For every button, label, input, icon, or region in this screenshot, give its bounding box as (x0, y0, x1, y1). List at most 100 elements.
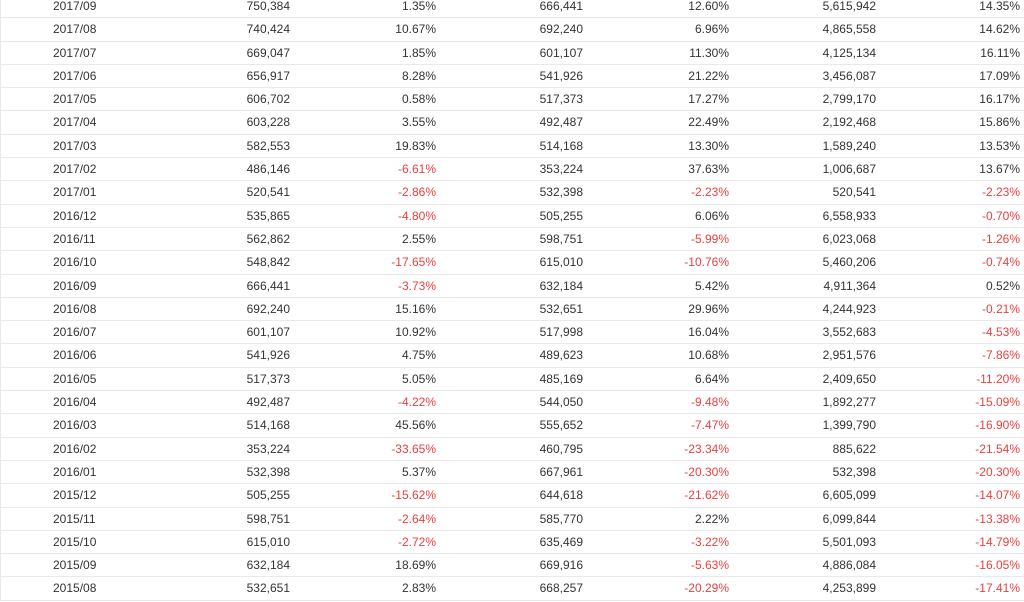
table-row: 2016/06 541,926 4.75% 489,623 10.68% 2,951,57… (0, 344, 1024, 368)
month-cell: 2016/05 (53, 371, 97, 386)
table-row: 2017/09 750,384 1.35% 666,441 12.60% 5,615,94… (0, 0, 1024, 19)
change-b-cell: 17.27% (688, 92, 729, 107)
value-a-cell: 535,865 (246, 208, 290, 223)
change-b-cell: 37.63% (688, 162, 729, 177)
cumulative-change-cell: -21.54% (975, 441, 1020, 456)
change-b-cell: 11.30% (689, 45, 729, 60)
month-cell: 2017/04 (53, 115, 97, 130)
cumulative-change-cell: 13.67% (979, 162, 1020, 177)
value-b-cell: 460,795 (539, 441, 583, 456)
value-a-cell: 520,541 (246, 185, 290, 200)
table-row: 2017/06 656,917 8.28% 541,926 21.22% 3,456,08… (0, 64, 1024, 89)
value-b-cell: 598,751 (539, 231, 583, 246)
change-b-cell: -20.29% (684, 581, 729, 596)
change-a-cell: -4.22% (397, 395, 436, 410)
value-a-cell: 669,047 (246, 45, 290, 60)
cumulative-change-cell: -1.26% (981, 231, 1020, 246)
cumulative-cell: 1,006,687 (822, 162, 876, 177)
change-a-cell: 10.92% (395, 325, 436, 340)
value-b-cell: 517,998 (539, 325, 583, 340)
cumulative-cell: 1,589,240 (822, 138, 876, 153)
month-cell: 2016/11 (53, 231, 96, 246)
value-a-cell: 740,424 (246, 22, 290, 37)
cumulative-change-cell: -0.70% (981, 208, 1020, 223)
cumulative-change-cell: 14.62% (979, 22, 1020, 37)
value-a-cell: 601,107 (246, 325, 290, 340)
change-b-cell: -9.48% (690, 395, 729, 410)
month-cell: 2015/12 (53, 488, 97, 503)
cumulative-change-cell: 15.86% (979, 115, 1020, 130)
value-b-cell: 505,255 (539, 208, 583, 223)
change-a-cell: 8.28% (401, 68, 436, 83)
change-b-cell: -3.22% (690, 534, 729, 549)
change-b-cell: -20.30% (684, 464, 729, 479)
cumulative-cell: 5,615,942 (822, 0, 876, 13)
month-cell: 2017/01 (53, 185, 97, 200)
value-b-cell: 666,441 (539, 0, 583, 13)
table-row: 2017/02 486,146 -6.61% 353,224 37.63% 1,006,6… (0, 158, 1024, 182)
cumulative-change-cell: -16.90% (975, 418, 1020, 433)
cumulative-cell: 520,541 (832, 185, 876, 200)
value-a-cell: 532,398 (246, 464, 290, 479)
cumulative-cell: 2,951,576 (822, 348, 876, 363)
table-row: 2016/09 666,441 -3.73% 632,184 5.42% 4,911,36… (0, 274, 1024, 298)
value-a-cell: 692,240 (246, 301, 290, 316)
table-row: 2017/03 582,553 19.83% 514,168 13.30% 1,589,2… (0, 134, 1024, 159)
value-b-cell: 601,107 (539, 45, 583, 60)
change-b-cell: 10.68% (688, 348, 729, 363)
table-row: 2015/10 615,010 -2.72% 635,469 -3.22% 5,501,0… (0, 530, 1024, 555)
month-cell: 2017/02 (53, 162, 97, 177)
cumulative-cell: 4,865,558 (822, 22, 876, 37)
cumulative-change-cell: -7.86% (981, 348, 1020, 363)
change-a-cell: 3.55% (401, 115, 436, 130)
cumulative-cell: 885,622 (832, 441, 876, 456)
value-a-cell: 632,184 (246, 558, 290, 573)
cumulative-cell: 6,605,099 (822, 488, 876, 503)
value-b-cell: 489,623 (539, 348, 583, 363)
table-row: 2016/07 601,107 10.92% 517,998 16.04% 3,552,6… (0, 321, 1024, 345)
table-row: 2016/04 492,487 -4.22% 544,050 -9.48% 1,892,2… (0, 391, 1024, 415)
value-a-cell: 532,651 (246, 581, 290, 596)
value-b-cell: 667,961 (539, 464, 583, 479)
cumulative-cell: 2,409,650 (822, 371, 876, 386)
cumulative-cell: 1,892,277 (822, 395, 876, 410)
cumulative-change-cell: -11.20% (976, 371, 1020, 386)
value-a-cell: 666,441 (246, 278, 290, 293)
cumulative-cell: 5,460,206 (822, 255, 876, 270)
change-a-cell: -2.64% (397, 511, 436, 526)
value-b-cell: 485,169 (539, 371, 583, 386)
table-row: 2017/01 520,541 -2.86% 532,398 -2.23% 520,541… (0, 181, 1024, 205)
month-cell: 2017/07 (53, 45, 97, 60)
change-a-cell: -2.86% (397, 185, 436, 200)
table-row: 2016/12 535,865 -4.80% 505,255 6.06% 6,558,93… (0, 204, 1024, 228)
cumulative-cell: 4,911,364 (823, 278, 877, 293)
value-b-cell: 492,487 (539, 115, 583, 130)
value-b-cell: 532,398 (539, 185, 583, 200)
month-cell: 2015/10 (53, 534, 97, 549)
cumulative-cell: 6,023,068 (822, 231, 876, 246)
value-a-cell: 486,146 (246, 162, 290, 177)
cumulative-cell: 3,456,087 (822, 68, 876, 83)
change-b-cell: -10.76% (684, 255, 729, 270)
change-a-cell: 2.55% (401, 231, 436, 246)
month-cell: 2015/11 (53, 511, 96, 526)
month-cell: 2016/01 (53, 464, 97, 479)
change-a-cell: -15.62% (391, 488, 436, 503)
change-b-cell: 22.49% (688, 115, 729, 130)
value-b-cell: 692,240 (539, 22, 583, 37)
change-a-cell: 15.16% (395, 301, 436, 316)
change-b-cell: 2.22% (694, 511, 729, 526)
cumulative-cell: 532,398 (832, 464, 876, 479)
value-a-cell: 505,255 (246, 488, 290, 503)
change-a-cell: 5.37% (401, 464, 436, 479)
value-a-cell: 514,168 (246, 418, 290, 433)
cumulative-cell: 6,558,933 (822, 208, 876, 223)
month-cell: 2017/09 (53, 0, 97, 13)
value-b-cell: 632,184 (539, 278, 583, 293)
cumulative-change-cell: -14.07% (975, 488, 1020, 503)
change-a-cell: -17.65% (391, 255, 436, 270)
month-cell: 2016/04 (53, 395, 97, 410)
value-b-cell: 353,224 (539, 162, 583, 177)
change-b-cell: -7.47% (690, 418, 729, 433)
